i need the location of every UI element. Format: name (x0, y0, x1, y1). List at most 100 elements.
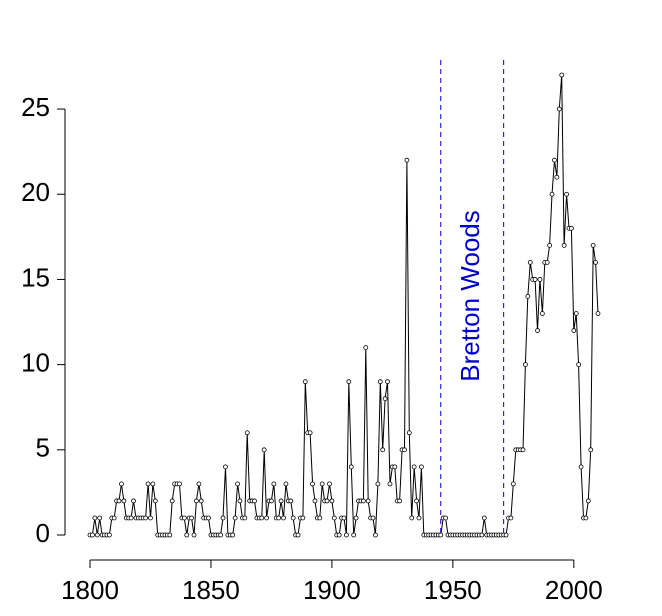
point (556, 106, 562, 112)
point (590, 242, 596, 248)
point (150, 481, 156, 487)
point (583, 515, 589, 521)
point (392, 464, 398, 470)
point (235, 481, 240, 487)
point (385, 379, 390, 385)
point (561, 242, 567, 248)
point (218, 532, 224, 538)
point (242, 515, 248, 521)
point (568, 225, 574, 231)
point (363, 345, 369, 350)
point (544, 260, 550, 265)
point (278, 498, 284, 504)
point (259, 515, 265, 521)
point (302, 379, 308, 385)
point (595, 311, 601, 316)
series-line (90, 74, 599, 536)
point (184, 532, 190, 538)
point (573, 311, 579, 316)
point (406, 430, 412, 436)
point (206, 515, 211, 521)
point (571, 328, 577, 333)
point (230, 532, 236, 538)
x-tick-label: 1950 (424, 575, 482, 605)
point (348, 464, 354, 470)
point (387, 481, 393, 487)
point (559, 72, 565, 78)
point (90, 532, 95, 538)
point (189, 515, 195, 521)
point (479, 532, 485, 538)
point (503, 532, 509, 538)
point (310, 481, 315, 487)
point (564, 191, 569, 197)
point (194, 498, 199, 504)
point (128, 515, 134, 521)
x-tick-label: 1900 (303, 575, 361, 605)
point (119, 481, 124, 487)
point (191, 532, 197, 538)
point (520, 447, 526, 453)
point (148, 515, 153, 521)
point (382, 396, 388, 402)
point (271, 481, 277, 487)
point (220, 515, 226, 521)
point (106, 532, 112, 538)
x-tick-label: 1800 (61, 575, 119, 605)
point (527, 260, 533, 265)
point (232, 515, 238, 521)
point (336, 532, 342, 538)
point (324, 498, 330, 504)
point (312, 498, 318, 504)
point (360, 498, 366, 504)
point (177, 481, 182, 487)
annotation: Bretton Woods (455, 210, 485, 382)
point (397, 498, 403, 504)
point (351, 532, 357, 538)
point (532, 277, 538, 282)
point (223, 464, 228, 470)
point (438, 532, 444, 538)
point (121, 498, 127, 504)
point (169, 498, 175, 504)
point (346, 379, 352, 385)
point (380, 447, 386, 453)
x-tick-label: 2000 (545, 575, 603, 605)
point (196, 481, 202, 487)
point (94, 532, 100, 538)
point (329, 498, 335, 504)
point (404, 157, 410, 163)
point (269, 498, 274, 504)
point (237, 498, 243, 504)
point (593, 260, 598, 265)
point (547, 242, 553, 248)
point (131, 498, 136, 504)
x-tick-label: 1850 (182, 575, 240, 605)
point (377, 379, 383, 385)
point (416, 515, 422, 521)
point (344, 532, 349, 538)
point (414, 498, 419, 504)
point (264, 515, 269, 521)
point (402, 447, 407, 453)
point (539, 311, 545, 316)
point (288, 498, 294, 504)
point (370, 515, 376, 521)
point (300, 515, 306, 521)
point (535, 328, 540, 333)
point (443, 515, 449, 521)
y-tick-label: 25 (21, 92, 50, 122)
point (341, 515, 347, 521)
y-tick-label: 10 (21, 348, 50, 378)
point (549, 191, 555, 197)
point (353, 515, 359, 521)
point (252, 498, 257, 504)
point (576, 362, 582, 368)
point (508, 515, 514, 521)
point (525, 294, 531, 299)
point (307, 430, 313, 436)
point (181, 515, 187, 521)
point (92, 515, 98, 521)
point (537, 277, 543, 282)
